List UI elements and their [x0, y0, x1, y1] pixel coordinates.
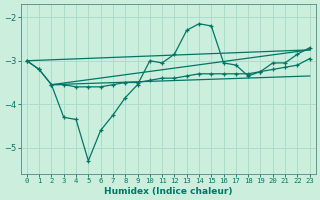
X-axis label: Humidex (Indice chaleur): Humidex (Indice chaleur)	[104, 187, 233, 196]
